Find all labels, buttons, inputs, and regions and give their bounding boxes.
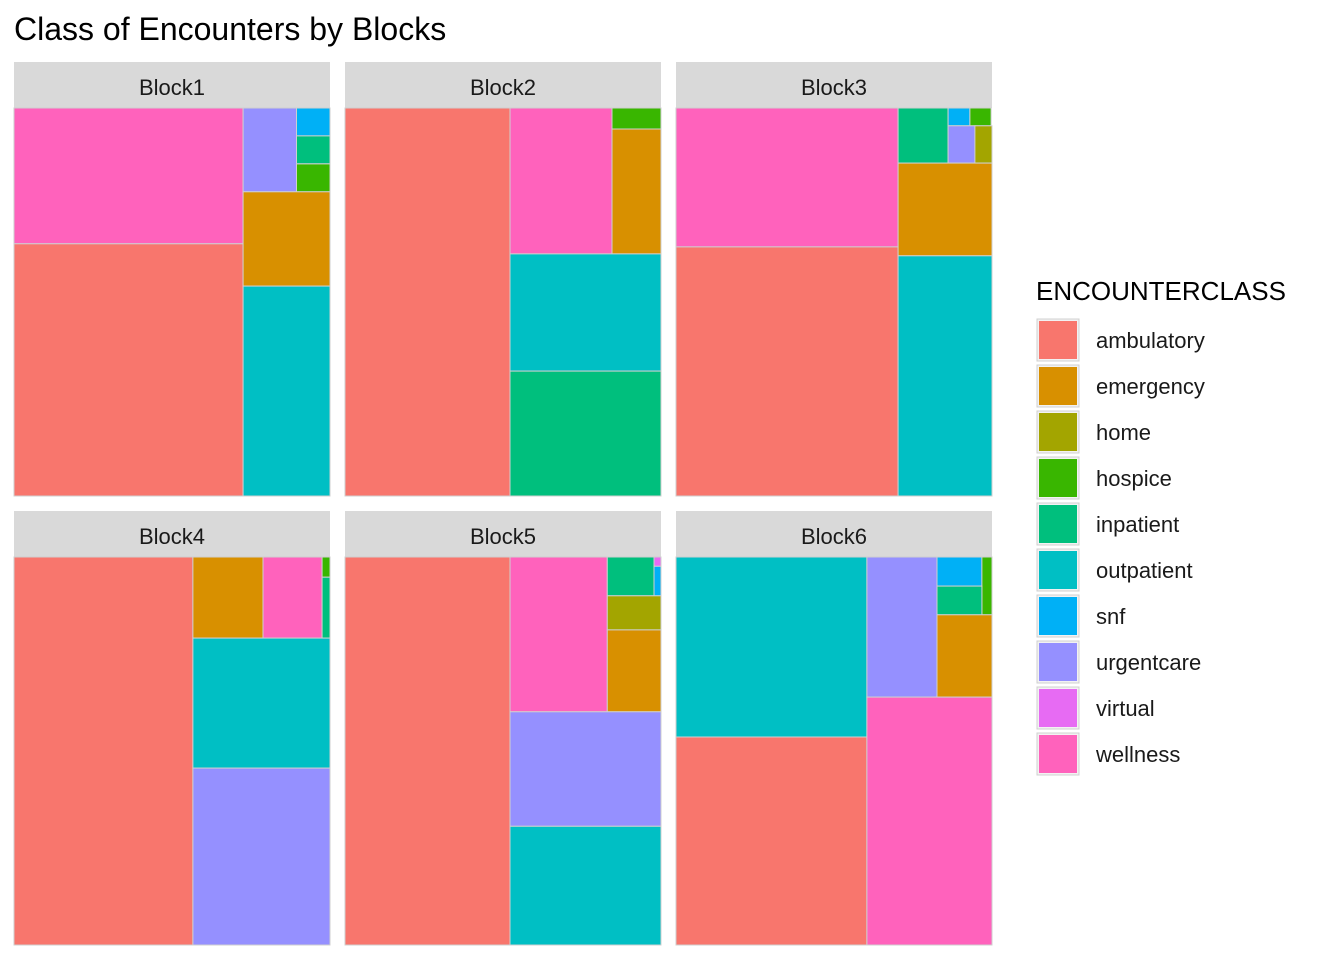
tile-urgentcare <box>866 556 938 698</box>
legend-label-urgentcare: urgentcare <box>1096 650 1201 675</box>
legend-swatch-home <box>1039 413 1077 451</box>
facet-strip <box>676 62 992 108</box>
tile-snf <box>947 107 971 127</box>
tile-emergency <box>936 614 993 698</box>
facet-strip <box>345 511 661 557</box>
legend-label-emergency: emergency <box>1096 374 1205 399</box>
tile-outpatient <box>242 285 331 497</box>
facet-panel-block2: Block2 <box>344 62 662 497</box>
facet-panel-block4: Block4 <box>13 511 331 946</box>
tile-hospice <box>611 107 662 130</box>
tile-home <box>606 595 662 631</box>
tile-hospice <box>321 556 331 578</box>
tile-hospice <box>981 556 993 616</box>
tile-inpatient <box>936 585 983 616</box>
tile-ambulatory <box>344 107 511 497</box>
facet-strip-label: Block6 <box>801 524 867 549</box>
tile-wellness <box>262 556 323 639</box>
legend-swatch-outpatient <box>1039 551 1077 589</box>
facet-panel-block1: Block1 <box>13 62 331 497</box>
tile-wellness <box>13 107 244 245</box>
tile-virtual <box>653 556 662 567</box>
tile-outpatient <box>509 253 662 372</box>
tile-hospice <box>969 107 992 127</box>
tile-inpatient <box>606 556 655 597</box>
legend-label-home: home <box>1096 420 1151 445</box>
tile-inpatient <box>321 576 331 639</box>
facet-strip-label: Block2 <box>470 75 536 100</box>
tile-ambulatory <box>675 736 868 946</box>
tile-ambulatory <box>13 243 244 497</box>
legend-label-hospice: hospice <box>1096 466 1172 491</box>
facet-strip <box>14 511 330 557</box>
tile-wellness <box>675 107 899 248</box>
tile-emergency <box>897 162 993 257</box>
tile-ambulatory <box>13 556 194 946</box>
legend-swatch-urgentcare <box>1039 643 1077 681</box>
legend: ENCOUNTERCLASS ambulatory emergency home ho… <box>1036 276 1286 776</box>
tile-snf <box>653 565 662 597</box>
legend-label-ambulatory: ambulatory <box>1096 328 1205 353</box>
facet-panels: Block1 Block2 Block3 Block4 Block5 Block6 <box>13 62 993 946</box>
tile-outpatient <box>675 556 868 738</box>
tile-ambulatory <box>675 246 899 497</box>
legend-label-virtual: virtual <box>1096 696 1155 721</box>
tile-urgentcare <box>947 125 976 164</box>
tile-wellness <box>509 556 608 713</box>
legend-swatch-snf <box>1039 597 1077 635</box>
tile-inpatient <box>897 107 949 164</box>
facet-strip <box>14 62 330 108</box>
legend-label-outpatient: outpatient <box>1096 558 1193 583</box>
tile-inpatient <box>296 135 331 165</box>
facet-panel-block3: Block3 <box>675 62 993 497</box>
tile-urgentcare <box>192 767 331 946</box>
facet-strip-label: Block4 <box>139 524 205 549</box>
tile-urgentcare <box>242 107 298 193</box>
legend-label-wellness: wellness <box>1095 742 1180 767</box>
legend-swatch-ambulatory <box>1039 321 1077 359</box>
tile-emergency <box>192 556 264 639</box>
tile-emergency <box>242 191 331 287</box>
tile-urgentcare <box>509 711 662 827</box>
tile-emergency <box>611 128 662 255</box>
tile-wellness <box>509 107 613 255</box>
tile-inpatient <box>509 370 662 497</box>
tile-snf <box>936 556 983 587</box>
legend-swatch-emergency <box>1039 367 1077 405</box>
tile-emergency <box>606 629 662 713</box>
facet-strip <box>676 511 992 557</box>
legend-swatch-wellness <box>1039 735 1077 773</box>
facet-strip-label: Block3 <box>801 75 867 100</box>
facet-strip-label: Block5 <box>470 524 536 549</box>
facet-panel-block6: Block6 <box>675 511 993 946</box>
legend-swatch-hospice <box>1039 459 1077 497</box>
facet-strip <box>345 62 661 108</box>
legend-swatch-virtual <box>1039 689 1077 727</box>
facet-panel-block5: Block5 <box>344 511 662 946</box>
legend-label-snf: snf <box>1096 604 1126 629</box>
tile-ambulatory <box>344 556 511 946</box>
legend-label-inpatient: inpatient <box>1096 512 1179 537</box>
tile-wellness <box>866 696 993 946</box>
tile-hospice <box>296 163 331 193</box>
chart-title: Class of Encounters by Blocks <box>14 11 446 47</box>
tile-outpatient <box>897 255 993 497</box>
tile-outpatient <box>192 637 331 769</box>
tile-outpatient <box>509 825 662 946</box>
tile-snf <box>296 107 331 137</box>
facet-strip-label: Block1 <box>139 75 205 100</box>
legend-title: ENCOUNTERCLASS <box>1036 276 1286 306</box>
legend-swatch-inpatient <box>1039 505 1077 543</box>
tile-home <box>974 125 993 164</box>
